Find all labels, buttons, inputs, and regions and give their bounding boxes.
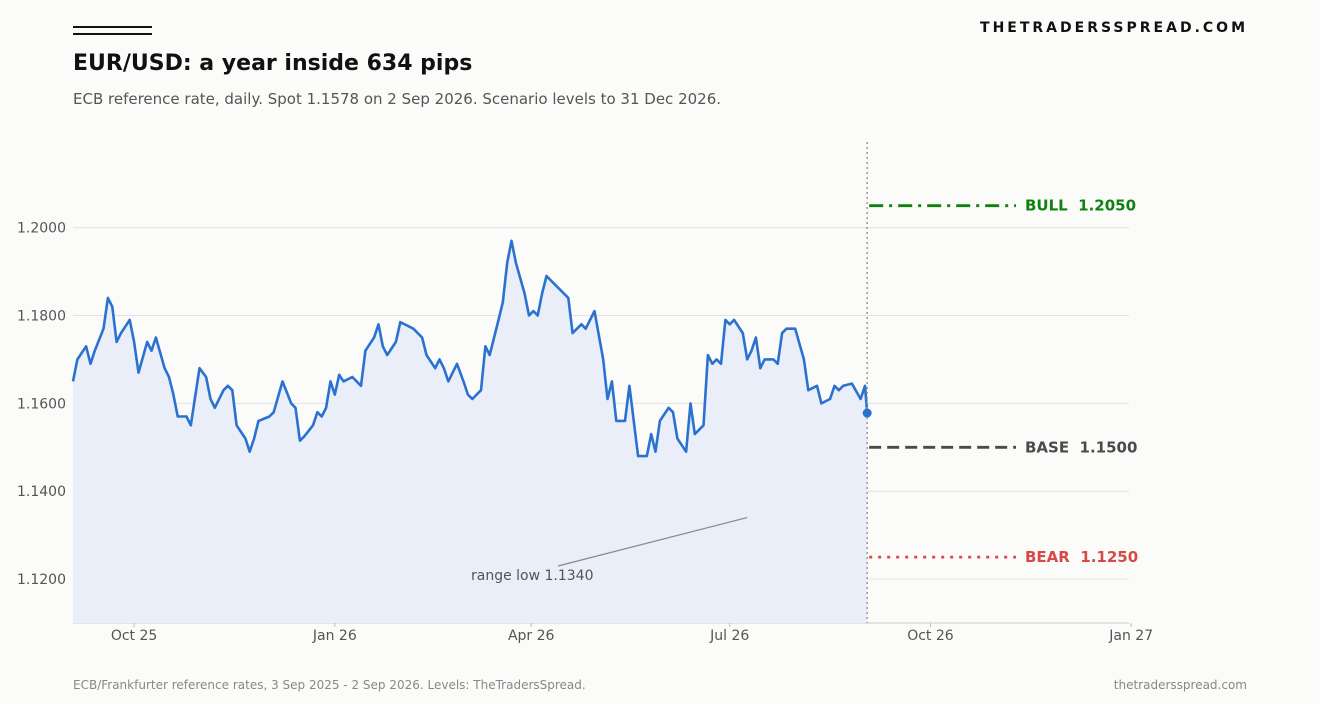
series-line xyxy=(71,239,869,458)
y-tick-label: 1.1800 xyxy=(17,309,66,325)
level-label-bear: BEAR 1.1250 xyxy=(1025,548,1138,566)
series-area xyxy=(73,240,868,624)
y-tick-label: 1.2000 xyxy=(17,221,66,237)
annotation-leader xyxy=(557,516,748,567)
brand-name: THETRADERSSPREAD.COM xyxy=(980,20,1248,36)
y-tick-label: 1.1600 xyxy=(17,396,66,412)
x-tick-label: Jan 26 xyxy=(312,628,357,644)
x-tick-label: Oct 25 xyxy=(111,628,157,644)
chart-subtitle: ECB reference rate, daily. Spot 1.1578 o… xyxy=(73,90,722,108)
y-tick-label: 1.1400 xyxy=(17,484,66,500)
level-label-base: BASE 1.1500 xyxy=(1025,438,1137,456)
x-tick-label: Apr 26 xyxy=(508,628,555,644)
chart-title: EUR/USD: a year inside 634 pips xyxy=(73,51,473,76)
level-label-bull: BULL 1.2050 xyxy=(1025,197,1136,215)
x-tick-label: Jul 26 xyxy=(709,628,749,644)
x-tick-label: Oct 26 xyxy=(907,628,954,644)
x-tick-label: Jan 27 xyxy=(1108,628,1153,644)
y-tick-label: 1.1200 xyxy=(17,572,66,588)
header-rule-top xyxy=(73,26,152,28)
header-rule-bottom xyxy=(73,33,152,35)
source-note: ECB/Frankfurter reference rates, 3 Sep 2… xyxy=(73,678,586,692)
footer-site: thetradersspread.com xyxy=(1113,678,1247,692)
spot-marker xyxy=(862,408,872,418)
annotation-range-low: range low 1.1340 xyxy=(471,568,594,584)
